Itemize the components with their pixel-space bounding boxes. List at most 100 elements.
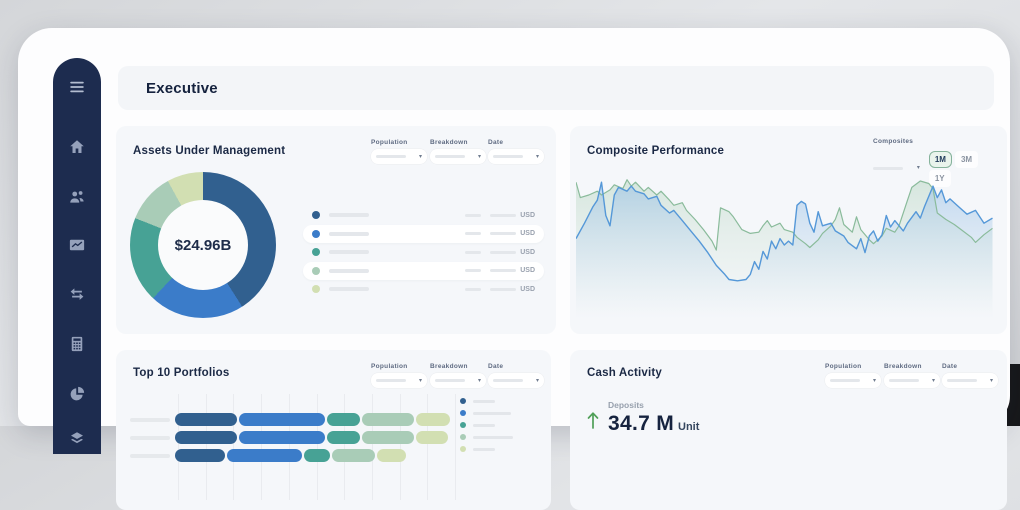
allocation-pie-icon[interactable] [68, 385, 86, 403]
value-placeholder [490, 213, 516, 217]
select-placeholder [435, 155, 465, 158]
bar-segment [239, 431, 325, 444]
range-button-3m[interactable]: 3M [954, 151, 979, 168]
breakdown-filter: Breakdown ▾ [884, 363, 940, 388]
chevron-down-icon: ▾ [418, 377, 422, 384]
app-window: Executive Assets Under Management Popula… [18, 28, 1010, 510]
date-select[interactable]: ▾ [488, 149, 544, 164]
layers-icon[interactable] [68, 430, 86, 448]
card-assets-under-management: Assets Under Management Population ▾ Bre… [116, 126, 556, 334]
select-placeholder [830, 379, 860, 382]
legend-item [460, 410, 513, 416]
range-button-1y[interactable]: 1Y [928, 170, 951, 187]
chevron-down-icon: ▾ [872, 377, 876, 384]
composite-performance-chart [576, 179, 993, 318]
legend-color-dot [312, 285, 320, 294]
card-title: Assets Under Management [133, 145, 286, 157]
legend-name-placeholder [473, 435, 513, 439]
population-select[interactable]: ▾ [825, 373, 881, 388]
bar-segment [175, 413, 237, 426]
legend-color-dot [312, 229, 320, 238]
metric-label: Deposits [608, 400, 644, 410]
date-filter-label: Date [488, 363, 504, 370]
legend-color-dot [312, 211, 320, 220]
card-title: Composite Performance [587, 145, 725, 157]
home-icon[interactable] [68, 138, 86, 156]
gridline [205, 394, 207, 500]
up-arrow-icon [587, 412, 599, 429]
population-select[interactable]: ▾ [371, 373, 427, 388]
menu-icon[interactable] [68, 78, 86, 96]
chevron-down-icon: ▾ [535, 153, 539, 160]
portfolio-stacked-bar [175, 431, 450, 444]
date-filter-label: Date [942, 363, 958, 370]
legend-name-placeholder [329, 287, 369, 292]
select-placeholder [889, 379, 919, 382]
legend-color-dot [460, 398, 466, 404]
calculator-icon[interactable] [68, 335, 86, 353]
population-filter: Population ▾ [371, 363, 427, 388]
performance-icon[interactable] [68, 236, 86, 254]
transactions-icon[interactable] [68, 285, 86, 303]
legend-name-placeholder [473, 423, 495, 427]
value-placeholder [465, 287, 481, 291]
portfolio-name-placeholder [130, 453, 170, 458]
legend-name-placeholder [329, 231, 369, 236]
population-select[interactable]: ▾ [371, 149, 427, 164]
chevron-down-icon: ▾ [916, 165, 920, 171]
composites-select[interactable]: ▾ [873, 161, 920, 176]
value-placeholder [490, 250, 516, 254]
legend-color-dot [312, 248, 320, 257]
bar-segment [175, 431, 237, 444]
bar-segment [416, 431, 448, 444]
clients-icon[interactable] [68, 188, 86, 206]
aum-legend-row[interactable]: USD [303, 280, 544, 299]
value-placeholder [490, 269, 516, 273]
bar-segment [327, 431, 360, 444]
legend-name-placeholder [329, 213, 369, 218]
breakdown-select[interactable]: ▾ [430, 373, 486, 388]
legend-color-dot [460, 434, 466, 440]
date-filter-label: Date [488, 139, 504, 146]
range-button-1m[interactable]: 1M [928, 151, 952, 168]
gridline [427, 394, 429, 500]
portfolio-name-placeholder [130, 435, 170, 440]
value-placeholder [465, 232, 481, 236]
date-select[interactable]: ▾ [488, 373, 544, 388]
value-placeholder [490, 287, 516, 291]
chevron-down-icon: ▾ [989, 377, 993, 384]
legend-item [460, 422, 513, 428]
population-filter: Population ▾ [371, 139, 427, 164]
aum-legend-row[interactable]: USD [303, 206, 544, 225]
legend-name-placeholder [473, 399, 495, 403]
range-button-group: 1M 3M1Y [926, 149, 998, 187]
chevron-down-icon: ▾ [535, 377, 539, 384]
bar-segment [332, 449, 375, 462]
select-placeholder [493, 155, 523, 158]
card-title: Top 10 Portfolios [133, 367, 230, 379]
breakdown-filter: Breakdown ▾ [430, 363, 486, 388]
gridline [233, 394, 235, 500]
legend-name-placeholder [473, 411, 511, 415]
page-title: Executive [146, 79, 218, 97]
currency-label: USD [520, 211, 535, 219]
bar-segment [416, 413, 450, 426]
legend-item [460, 446, 513, 452]
gridline [261, 394, 263, 500]
aum-total-value: $24.96B [174, 236, 232, 254]
date-select[interactable]: ▾ [942, 373, 998, 388]
aum-legend-row[interactable]: USD [303, 261, 544, 280]
select-placeholder [493, 379, 523, 382]
legend-color-dot [312, 266, 320, 275]
aum-donut-chart: $24.96B [130, 172, 276, 318]
select-placeholder [376, 379, 406, 382]
breakdown-select[interactable]: ▾ [884, 373, 940, 388]
aum-legend-row[interactable]: USD [303, 243, 544, 262]
aum-legend-row[interactable]: USD [303, 224, 544, 243]
bar-segment [327, 413, 360, 426]
bar-segment [377, 449, 406, 462]
legend-name-placeholder [473, 447, 495, 451]
date-filter: Date ▾ [488, 139, 544, 164]
breakdown-select[interactable]: ▾ [430, 149, 486, 164]
legend-color-dot [460, 446, 466, 452]
